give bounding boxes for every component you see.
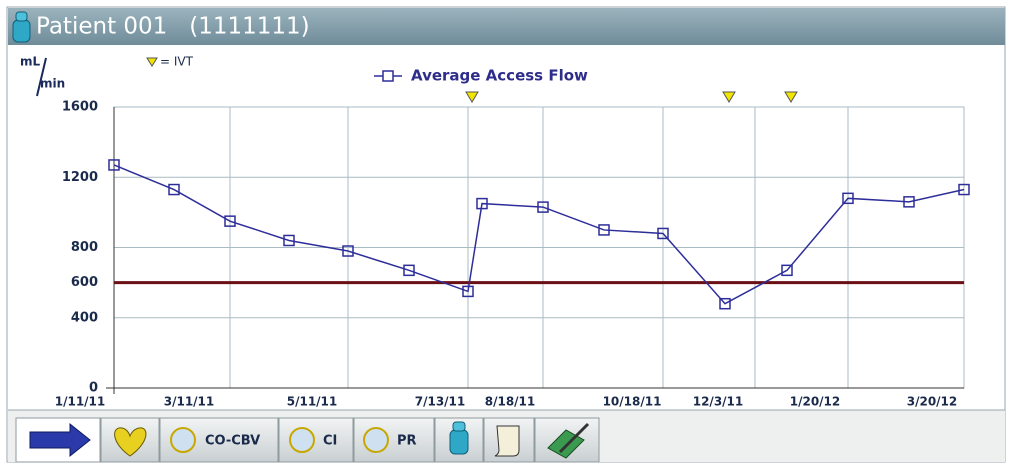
tab-label: CI <box>323 434 337 449</box>
data-point <box>108 159 120 171</box>
data-point <box>403 264 415 277</box>
tab-patient[interactable] <box>434 417 484 463</box>
data-point <box>657 227 669 240</box>
data-point <box>537 201 549 213</box>
y-tick-label: 1600 <box>62 100 98 115</box>
data-point <box>168 183 180 196</box>
data-point <box>903 196 915 208</box>
data-point <box>842 192 854 205</box>
x-tick-label: 7/13/11 <box>415 395 466 409</box>
data-point <box>462 285 474 298</box>
y-unit-bottom: min <box>40 77 65 91</box>
patient-icon <box>12 11 31 43</box>
ivt-marker <box>465 91 479 103</box>
data-point <box>476 197 488 210</box>
data-point <box>342 245 354 257</box>
header-title: Patient 001 (1111111) <box>36 14 310 40</box>
x-tick-label: 3/20/12 <box>907 395 958 409</box>
data-point <box>719 297 731 310</box>
data-point <box>224 215 236 227</box>
x-tick-label: 12/3/11 <box>693 395 744 409</box>
unit-slash <box>36 57 47 97</box>
y-tick-label: 0 <box>89 381 98 396</box>
ivt-marker <box>722 91 736 103</box>
ivt-marker <box>784 91 798 103</box>
ivt-legend-label: = IVT <box>160 55 194 69</box>
x-tick-label: 1/11/11 <box>55 395 106 409</box>
tab-ci[interactable]: CI <box>278 417 354 463</box>
tab-label: PR <box>397 434 417 449</box>
ivt-legend-icon <box>146 57 158 67</box>
y-tick-label: 800 <box>71 240 98 255</box>
x-tick-label: 5/11/11 <box>287 395 338 409</box>
x-tick-label: 8/18/11 <box>485 395 536 409</box>
x-tick-label: 10/18/11 <box>603 395 662 409</box>
data-point <box>781 264 793 277</box>
tab-arrow[interactable] <box>15 417 101 463</box>
legend-label: Average Access Flow <box>411 67 588 85</box>
series-line <box>113 164 965 305</box>
header-bar <box>8 8 1005 45</box>
tab-label: CO-CBV <box>205 434 260 449</box>
plot-area: 0 400 600 800 1200 1600 1/11/11 3/11/11 5/11/11 7… <box>55 100 970 409</box>
x-tick-label: 3/11/11 <box>164 395 215 409</box>
tab-edit[interactable] <box>534 417 600 463</box>
y-unit-top: mL <box>20 55 41 69</box>
y-tick-label: 600 <box>71 275 98 290</box>
tab-heart[interactable] <box>100 417 160 463</box>
tab-co-cbv[interactable]: CO-CBV <box>159 417 279 463</box>
legend-marker <box>382 70 394 82</box>
y-tick-label: 1200 <box>62 170 98 185</box>
data-point <box>598 224 610 236</box>
tab-report[interactable] <box>483 417 535 463</box>
x-tick-label: 1/20/12 <box>790 395 841 409</box>
data-point <box>283 234 295 247</box>
tab-pr[interactable]: PR <box>353 417 435 463</box>
y-tick-label: 400 <box>71 310 98 325</box>
data-point <box>958 183 970 196</box>
